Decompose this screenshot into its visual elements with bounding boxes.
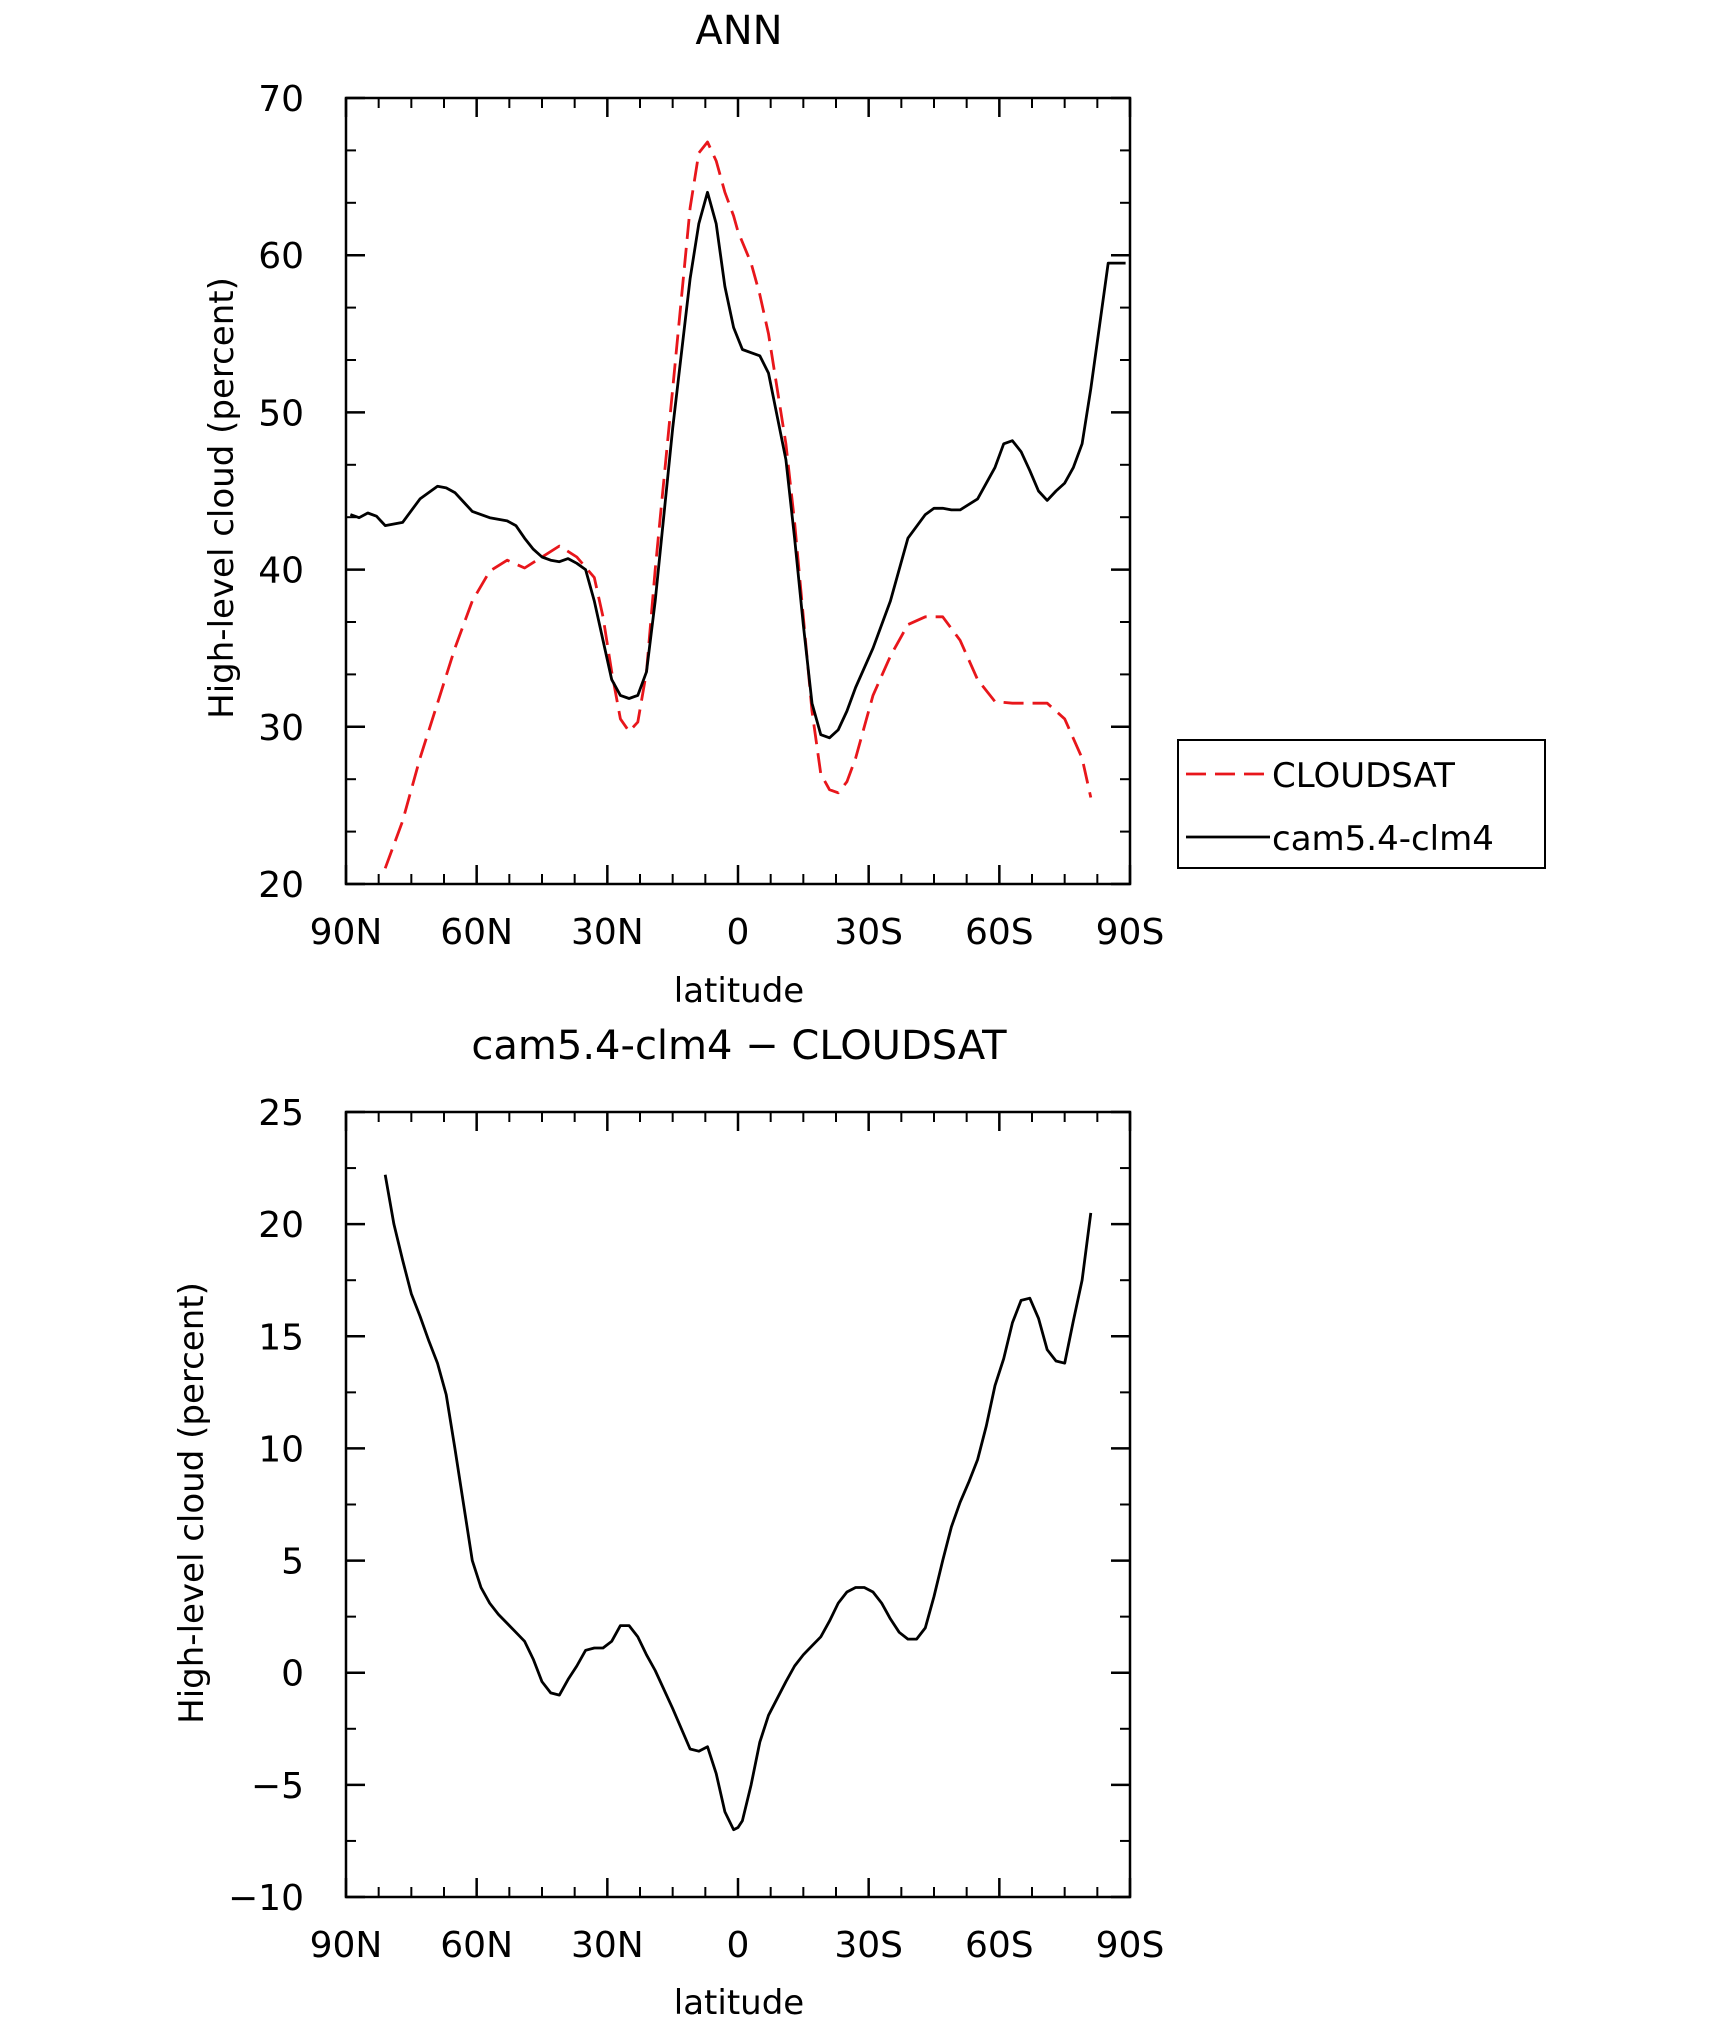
bottom-xtick-label: 30S (834, 1925, 903, 1966)
bottom-ytick-label: −10 (228, 1878, 304, 1919)
bottom-chart-title: cam5.4-clm4 − CLOUDSAT (471, 1023, 1007, 1069)
bottom-tick-labels: 90N 60N 30N 0 30S 60S 90S −10 −5 0 5 10 15 20 25 (228, 1093, 1164, 1966)
top-ytick-label: 40 (258, 551, 304, 592)
top-ytick-label: 30 (258, 708, 304, 749)
bottom-ytick-label: 25 (258, 1093, 304, 1134)
bottom-panel: cam5.4-clm4 − CLOUDSAT High-level cloud … (172, 1023, 1164, 2021)
top-plot-frame (344, 96, 1132, 886)
top-xtick-label: 30S (834, 912, 903, 953)
top-series-line-cam5-4-clm4 (349, 190, 1126, 740)
top-ytick-label: 50 (258, 393, 304, 434)
top-y-axis-label: High-level cloud (percent) (202, 277, 242, 719)
bottom-xtick-label: 0 (727, 1925, 750, 1966)
legend: CLOUDSAT cam5.4-clm4 (1177, 739, 1546, 869)
top-xtick-label: 30N (571, 912, 644, 953)
bottom-ytick-label: 20 (258, 1205, 304, 1246)
bottom-ytick-label: 10 (258, 1429, 304, 1470)
top-ytick-label: 20 (258, 865, 304, 906)
legend-box (1177, 739, 1546, 869)
bottom-plot-frame (344, 1110, 1132, 1899)
bottom-xtick-label: 90N (310, 1925, 383, 1966)
top-xtick-label: 90S (1096, 912, 1165, 953)
top-panel: ANN High-level cloud (percent) latitude … (202, 8, 1546, 1011)
top-xtick-label: 0 (727, 912, 750, 953)
bottom-xtick-label: 60N (440, 1925, 513, 1966)
top-xtick-label: 60S (965, 912, 1034, 953)
top-ytick-label: 70 (258, 79, 304, 120)
top-chart-title: ANN (695, 8, 782, 54)
top-xtick-label: 60N (440, 912, 513, 953)
bottom-ytick-label: 15 (258, 1317, 304, 1358)
bottom-x-axis-label: latitude (674, 1983, 804, 2021)
bottom-series-line-cam5-4-clm4-cloudsat (383, 1174, 1093, 1832)
top-series-line-cloudsat (383, 140, 1093, 869)
top-ytick-label: 60 (258, 236, 304, 277)
top-tick-labels: 90N 60N 30N 0 30S 60S 90S 20 30 40 50 60 70 (258, 79, 1164, 953)
bottom-xtick-label: 90S (1096, 1925, 1165, 1966)
bottom-xtick-label: 30N (571, 1925, 644, 1966)
bottom-y-axis-label: High-level cloud (percent) (172, 1282, 212, 1724)
top-axis-ticks (344, 96, 1132, 886)
top-x-axis-label: latitude (674, 971, 804, 1011)
bottom-ytick-label: 0 (281, 1654, 304, 1695)
legend-label-cam54-clm4: cam5.4-clm4 (1272, 819, 1494, 859)
bottom-series-group (383, 1174, 1093, 1832)
bottom-xtick-label: 60S (965, 1925, 1034, 1966)
top-xtick-label: 90N (310, 912, 383, 953)
top-series-group (349, 140, 1126, 869)
bottom-ytick-label: 5 (281, 1542, 304, 1583)
bottom-ytick-label: −5 (251, 1766, 304, 1807)
legend-label-cloudsat: CLOUDSAT (1272, 756, 1455, 796)
